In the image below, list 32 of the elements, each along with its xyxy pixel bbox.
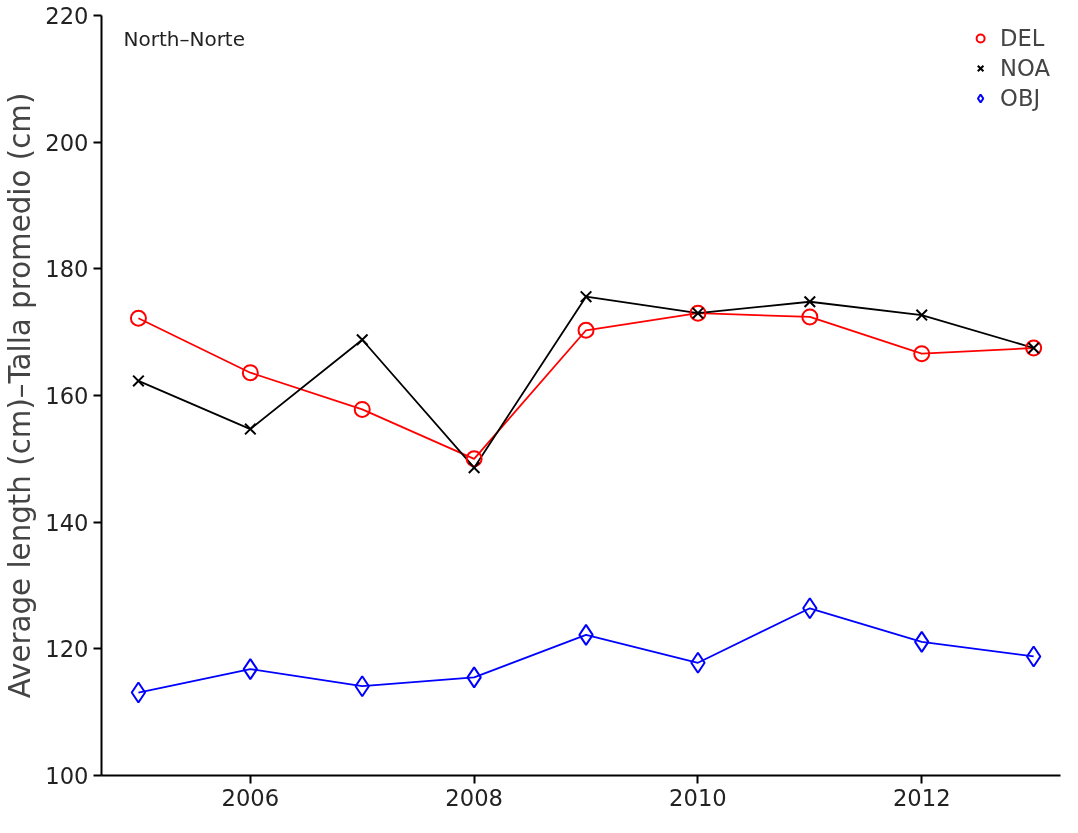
point	[353, 400, 371, 418]
x-tick-label: 2008	[445, 784, 503, 811]
point	[1025, 645, 1042, 668]
point	[129, 309, 147, 327]
point	[130, 681, 147, 704]
point	[803, 295, 817, 309]
point	[577, 321, 595, 339]
x-tick-label: 2012	[892, 784, 951, 811]
y-tick-label: 220	[45, 3, 89, 29]
legend-label: OBJ	[1000, 85, 1041, 111]
point	[915, 308, 929, 322]
x-tick-label: 2010	[669, 784, 727, 811]
point	[801, 308, 819, 326]
y-tick-label: 160	[45, 383, 89, 409]
point	[355, 333, 369, 347]
legend-label: NOA	[1000, 55, 1050, 81]
y-tick-label: 100	[45, 763, 89, 789]
x-tick-label: 2006	[221, 784, 280, 811]
point	[241, 364, 259, 382]
point	[465, 450, 483, 468]
legend-label: DEL	[1000, 25, 1045, 51]
y-tick-label: 140	[45, 509, 89, 536]
annotation: North–Norte	[123, 26, 246, 51]
y-tick-label: 120	[45, 636, 89, 663]
point	[579, 290, 593, 303]
y-axis-title: Average length (cm)–Talla promedio (cm)	[3, 92, 38, 699]
y-tick-label: 200	[45, 129, 89, 156]
y-tick-label: 180	[45, 256, 89, 283]
point	[244, 422, 257, 436]
point	[467, 461, 481, 474]
point	[132, 374, 145, 388]
point	[913, 345, 931, 363]
